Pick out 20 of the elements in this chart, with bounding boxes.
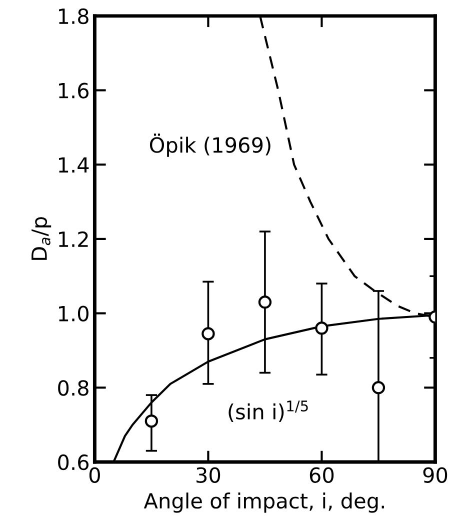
point — [258, 296, 272, 309]
x-tick-label: 90 — [423, 467, 448, 483]
x-tick-label: 60 — [310, 467, 334, 483]
x-tick-label: 30 — [196, 467, 220, 483]
x-axis-title: Angle of impact, i, deg. — [144, 492, 384, 513]
point — [315, 322, 328, 335]
annotation: (sin i)$^{1/5}$ — [228, 400, 308, 422]
point — [372, 381, 386, 394]
y-tick-label: 0.8 — [58, 380, 88, 396]
x-tick-label: 0 — [89, 467, 100, 483]
y-tick-label: 1.4 — [59, 157, 89, 173]
y-tick-label: 1.6 — [59, 82, 89, 98]
point — [144, 414, 158, 428]
point — [202, 327, 215, 340]
y-tick-label: 1.2 — [59, 231, 88, 247]
annotation: Öpik (1969) — [150, 134, 270, 157]
y-tick-label: 0.6 — [58, 454, 89, 470]
y-tick-label: 1.8 — [59, 8, 88, 24]
y-tick-label: 1.0 — [59, 306, 88, 322]
y-axis-title: D$_{a}$/p — [32, 217, 52, 260]
